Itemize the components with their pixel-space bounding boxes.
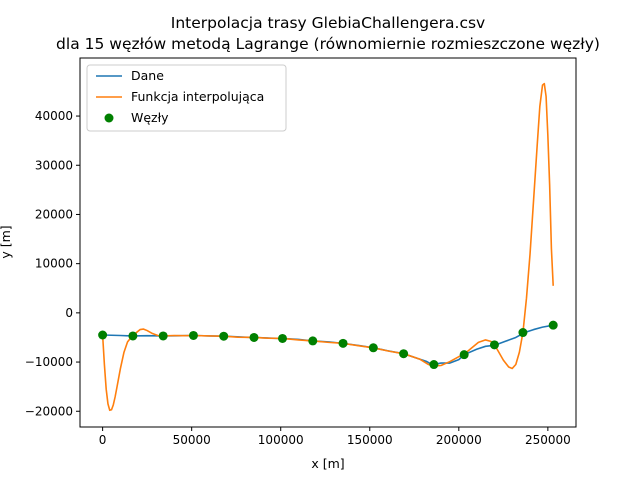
node-point bbox=[399, 349, 409, 359]
y-tick-label: 10000 bbox=[35, 257, 73, 271]
node-point bbox=[188, 330, 198, 340]
x-tick-label: 50000 bbox=[173, 433, 211, 447]
x-tick-label: 0 bbox=[99, 433, 107, 447]
node-point bbox=[308, 336, 318, 346]
node-point bbox=[219, 331, 229, 341]
y-tick-label: −20000 bbox=[25, 404, 73, 418]
legend-nodes-swatch bbox=[104, 113, 114, 123]
x-tick-label: 200000 bbox=[436, 433, 482, 447]
legend-box bbox=[86, 64, 287, 132]
node-point bbox=[98, 330, 108, 340]
chart-title-line-2: dla 15 węzłów metodą Lagrange (równomier… bbox=[56, 35, 600, 53]
plot-frame bbox=[79, 57, 577, 428]
chart-title-line-1: Interpolacja trasy GlebiaChallengera.csv bbox=[171, 14, 485, 32]
node-point bbox=[548, 320, 558, 330]
y-tick-label: 40000 bbox=[35, 109, 73, 123]
series-dane-line bbox=[102, 324, 554, 366]
x-axis-label: x [m] bbox=[311, 456, 344, 471]
y-tick-label: 30000 bbox=[35, 158, 73, 172]
node-point bbox=[338, 338, 348, 348]
node-point bbox=[128, 331, 138, 341]
x-tick-label: 100000 bbox=[258, 433, 304, 447]
node-point bbox=[368, 343, 378, 353]
node-point bbox=[518, 328, 528, 338]
series-layer bbox=[98, 82, 558, 412]
node-point bbox=[459, 350, 469, 360]
y-tick-label: 20000 bbox=[35, 207, 73, 221]
x-axis: 0 50000 100000 150000 200000 250000 bbox=[99, 427, 571, 447]
node-point bbox=[429, 360, 439, 370]
node-point bbox=[158, 331, 168, 341]
node-point bbox=[249, 332, 259, 342]
series-interp-line bbox=[101, 82, 554, 412]
node-point bbox=[277, 333, 287, 343]
y-tick-label: 0 bbox=[65, 306, 73, 320]
y-axis-label: y [m] bbox=[0, 225, 13, 258]
legend-nodes-label: Węzły bbox=[131, 110, 169, 125]
y-tick-label: −10000 bbox=[25, 355, 73, 369]
y-axis: −20000 −10000 0 10000 20000 30000 40000 bbox=[25, 109, 80, 418]
legend-dane-label: Dane bbox=[131, 68, 164, 83]
legend-interp-label: Funkcja interpolująca bbox=[131, 89, 264, 104]
x-tick-label: 150000 bbox=[347, 433, 393, 447]
legend: Dane Funkcja interpolująca Węzły bbox=[86, 64, 287, 132]
x-tick-label: 250000 bbox=[525, 433, 571, 447]
node-point bbox=[489, 340, 499, 350]
